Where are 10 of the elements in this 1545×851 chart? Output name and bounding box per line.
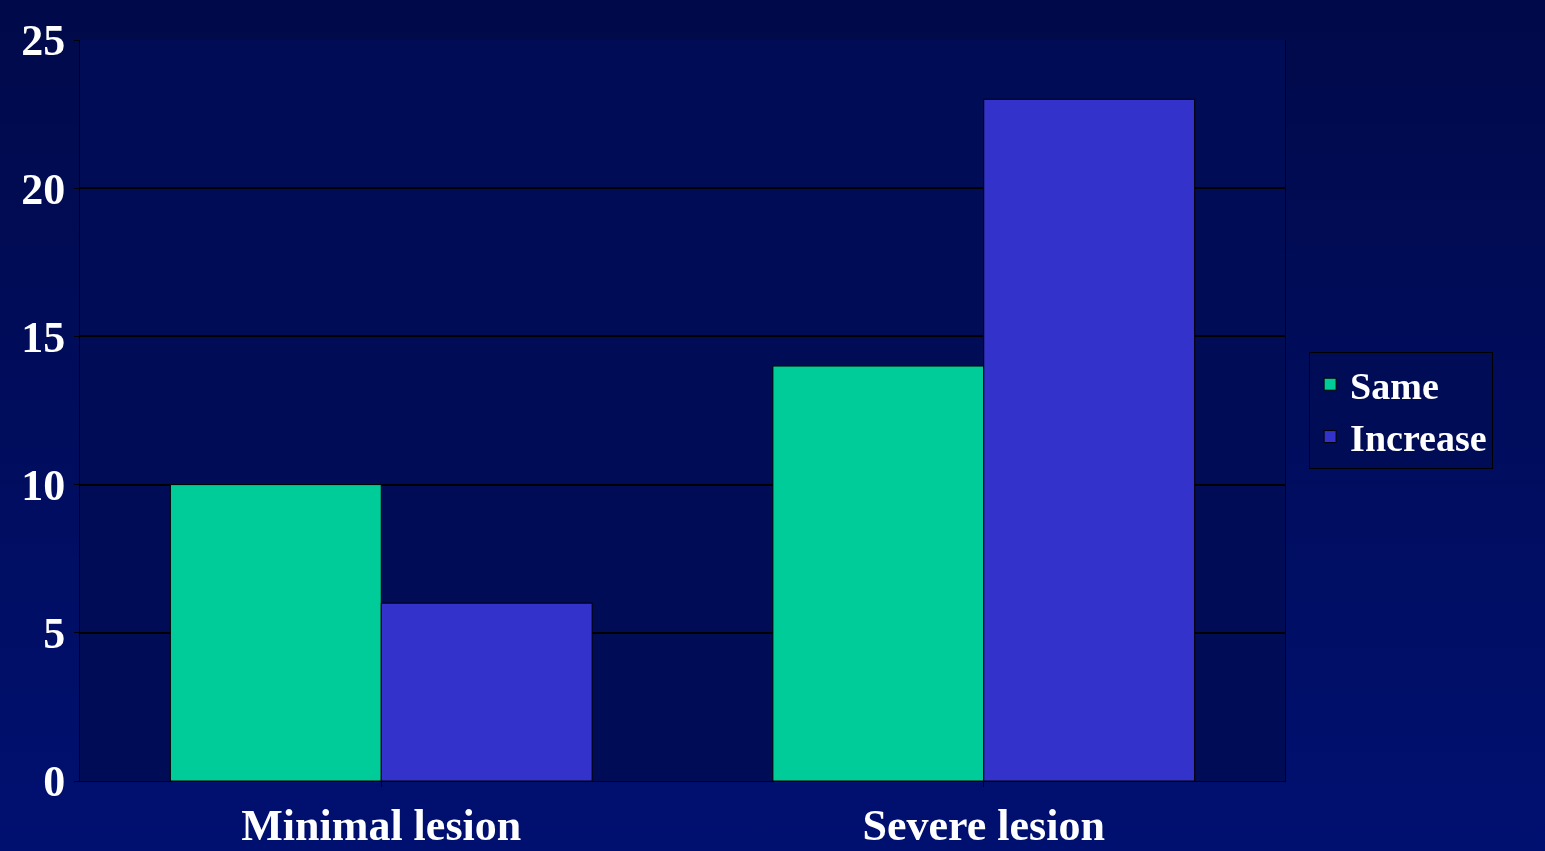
x-tick-label: Severe lesion	[862, 800, 1105, 850]
y-tick-label: 10	[21, 461, 66, 510]
legend-label: Same	[1350, 365, 1439, 408]
y-tick-label: 15	[21, 312, 66, 362]
y-tick-label: 20	[21, 164, 66, 214]
legend-label: Increase	[1350, 417, 1487, 460]
y-tick-label: 0	[43, 757, 66, 807]
y-tick-label: 25	[21, 16, 66, 66]
y-tick-label: 5	[43, 609, 66, 659]
x-tick-label: Minimal lesion	[241, 800, 522, 850]
